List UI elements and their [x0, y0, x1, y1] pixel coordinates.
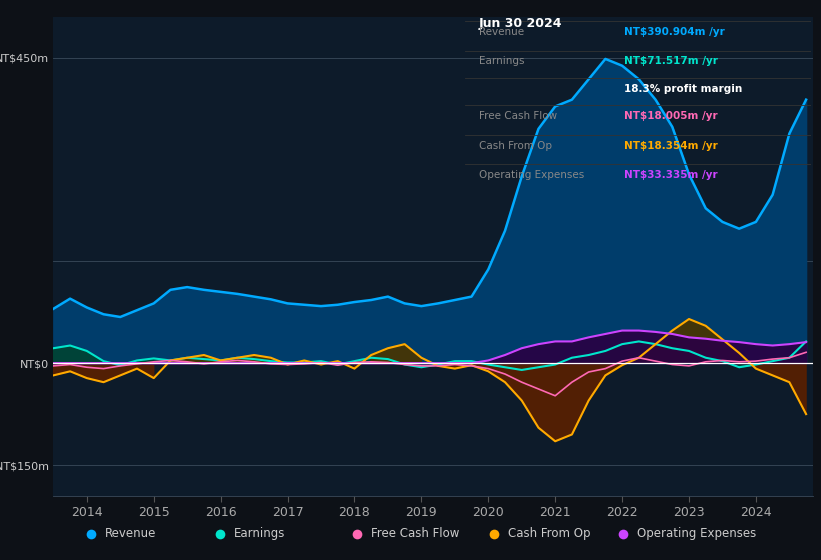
- Text: Operating Expenses: Operating Expenses: [636, 528, 756, 540]
- Text: Cash From Op: Cash From Op: [479, 141, 552, 151]
- Text: NT$390.904m /yr: NT$390.904m /yr: [624, 27, 725, 37]
- Text: NT$71.517m /yr: NT$71.517m /yr: [624, 57, 718, 67]
- Text: Revenue: Revenue: [105, 528, 156, 540]
- Text: Earnings: Earnings: [479, 57, 524, 67]
- Text: Operating Expenses: Operating Expenses: [479, 170, 584, 180]
- Text: Free Cash Flow: Free Cash Flow: [479, 111, 557, 122]
- Text: NT$33.335m /yr: NT$33.335m /yr: [624, 170, 718, 180]
- Text: Cash From Op: Cash From Op: [507, 528, 590, 540]
- Text: Free Cash Flow: Free Cash Flow: [371, 528, 459, 540]
- Text: Jun 30 2024: Jun 30 2024: [479, 17, 562, 30]
- Text: 18.3% profit margin: 18.3% profit margin: [624, 84, 742, 94]
- Text: NT$18.005m /yr: NT$18.005m /yr: [624, 111, 718, 122]
- Text: Revenue: Revenue: [479, 27, 524, 37]
- Text: NT$18.354m /yr: NT$18.354m /yr: [624, 141, 718, 151]
- Text: Earnings: Earnings: [234, 528, 286, 540]
